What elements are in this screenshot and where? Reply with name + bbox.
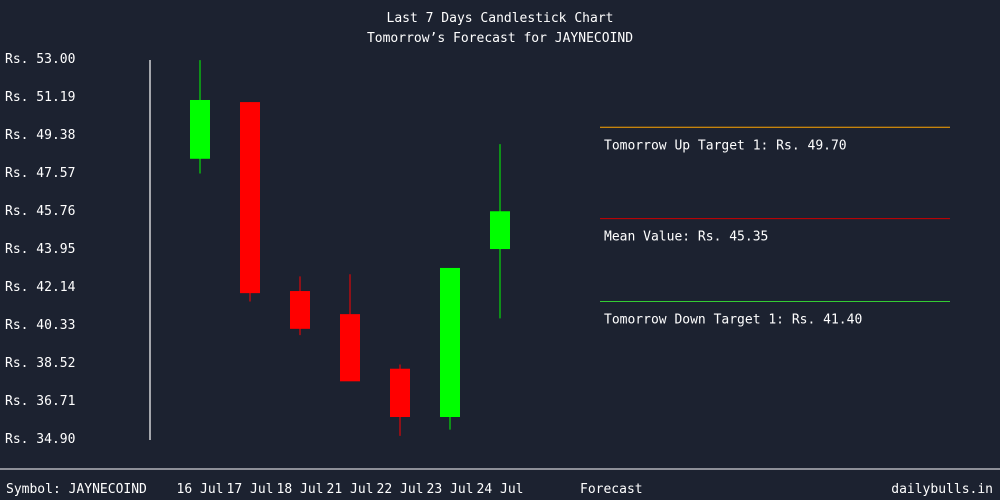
x-tick-label: 18 Jul <box>277 482 324 497</box>
candle-body <box>490 211 510 250</box>
y-tick-label: Rs. 43.95 <box>5 242 75 257</box>
candle-body <box>440 267 460 418</box>
x-tick-label: 24 Jul <box>477 482 524 497</box>
forecast-panel: Tomorrow Up Target 1: Rs. 49.70 Mean Valu… <box>600 126 950 328</box>
x-tick-label: 21 Jul <box>327 482 374 497</box>
candle-body <box>240 102 260 294</box>
chart-subtitle: Tomorrow’s Forecast for JAYNECOIND <box>367 31 633 46</box>
y-tick-label: Rs. 47.57 <box>5 166 75 181</box>
y-tick-label: Rs. 40.33 <box>5 318 75 333</box>
y-tick-label: Rs. 34.90 <box>5 432 75 447</box>
candle-body <box>340 314 360 382</box>
footer-symbol: Symbol: JAYNECOIND <box>6 482 147 497</box>
candle-body <box>190 99 210 159</box>
y-tick-label: Rs. 49.38 <box>5 128 75 143</box>
x-tick-label: 23 Jul <box>427 482 474 497</box>
candles-group <box>190 60 510 436</box>
forecast-down-target-label: Tomorrow Down Target 1: Rs. 41.40 <box>604 313 862 328</box>
x-tick-label: 16 Jul <box>177 482 224 497</box>
x-axis-labels: 16 Jul 17 Jul 18 Jul 21 Jul 22 Jul 23 Jul 24 J… <box>177 482 524 497</box>
forecast-up-target-label: Tomorrow Up Target 1: Rs. 49.70 <box>604 138 847 153</box>
y-axis-ticks: Rs. 53.00 Rs. 51.19 Rs. 49.38 Rs. 47.57 Rs. … <box>5 52 76 447</box>
forecast-mean-label: Mean Value: Rs. 45.35 <box>604 230 768 245</box>
chart-title: Last 7 Days Candlestick Chart <box>387 11 614 26</box>
x-tick-label: 17 Jul <box>227 482 274 497</box>
y-tick-label: Rs. 36.71 <box>5 394 75 409</box>
y-tick-label: Rs. 51.19 <box>5 90 75 105</box>
y-tick-label: Rs. 53.00 <box>5 52 75 67</box>
candle-body <box>390 368 410 418</box>
footer-site: dailybulls.in <box>891 482 993 497</box>
forecast-label: Forecast <box>580 482 643 497</box>
y-tick-label: Rs. 42.14 <box>5 280 76 295</box>
y-tick-label: Rs. 38.52 <box>5 356 75 371</box>
candle-body <box>290 291 310 329</box>
y-tick-label: Rs. 45.76 <box>5 204 75 219</box>
x-tick-label: 22 Jul <box>377 482 424 497</box>
